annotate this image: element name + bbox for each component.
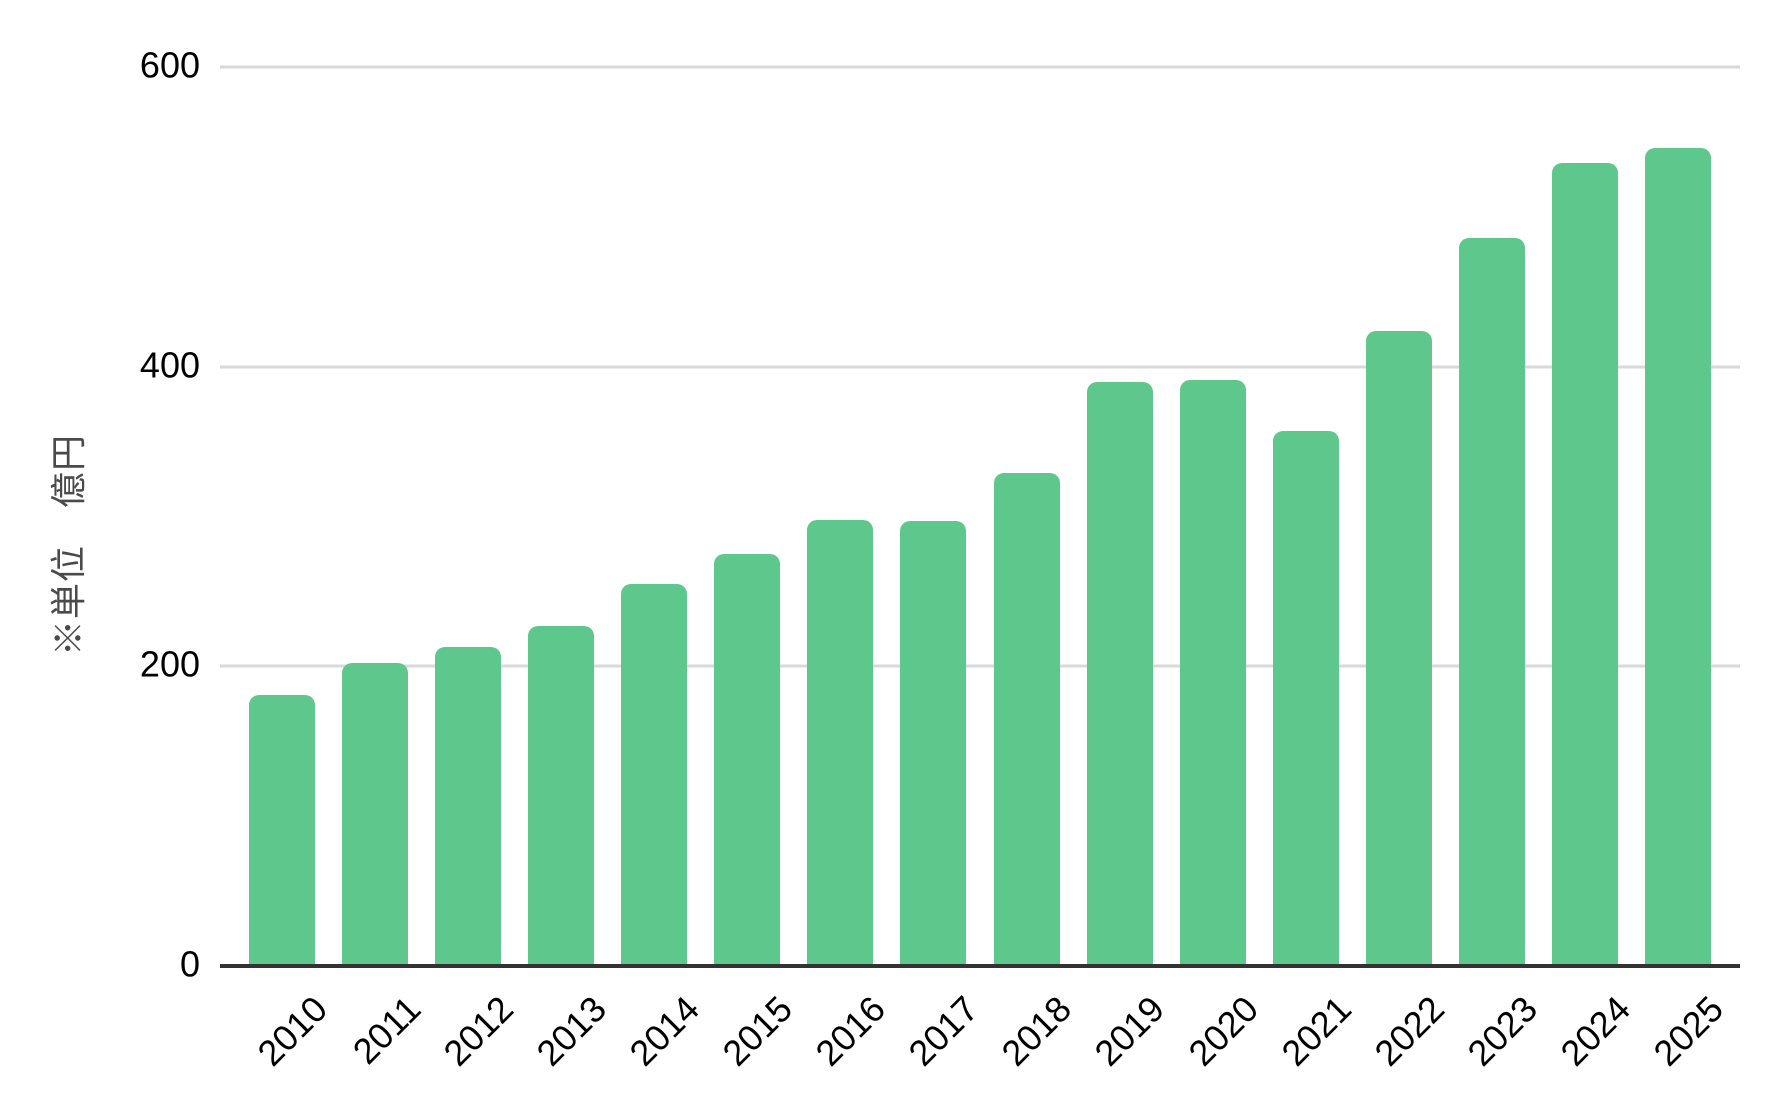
x-slot-2023: 2023: [1459, 966, 1545, 1104]
x-tick-label-2012: 2012: [435, 988, 522, 1074]
x-tick-label-2013: 2013: [528, 988, 615, 1074]
x-slot-2012: 2012: [435, 966, 521, 1104]
x-slot-2021: 2021: [1273, 966, 1359, 1104]
x-tick-label-2022: 2022: [1366, 988, 1452, 1074]
x-slot-2019: 2019: [1087, 966, 1173, 1104]
bar-2017: [900, 521, 967, 966]
gridline-400: [220, 365, 1740, 369]
x-slot-2022: 2022: [1366, 966, 1452, 1104]
x-slot-2014: 2014: [621, 966, 708, 1104]
x-slot-2016: 2016: [807, 966, 894, 1104]
x-slot-2011: 2011: [342, 966, 428, 1104]
gridline-600: [220, 65, 1740, 69]
y-tick-label-400: 400: [139, 343, 200, 385]
x-tick-label-2020: 2020: [1179, 988, 1266, 1074]
x-slot-2018: 2018: [994, 966, 1080, 1104]
bar-2013: [528, 625, 595, 966]
bar-2019: [1086, 381, 1153, 966]
bar-2012: [435, 646, 502, 966]
bar-2021: [1272, 431, 1339, 966]
bar-2015: [714, 553, 781, 966]
x-tick-label-2023: 2023: [1459, 988, 1545, 1074]
x-slot-2010: 2010: [249, 966, 335, 1104]
x-slot-2025: 2025: [1645, 966, 1731, 1104]
bar-2014: [621, 583, 688, 966]
x-tick-label-2010: 2010: [249, 988, 335, 1074]
x-tick-label-2014: 2014: [621, 988, 708, 1074]
x-axis-line: [220, 964, 1740, 968]
x-tick-label-2024: 2024: [1552, 988, 1638, 1074]
bar-2022: [1365, 330, 1432, 966]
x-slot-2017: 2017: [900, 966, 987, 1104]
x-tick-label-2025: 2025: [1645, 988, 1731, 1074]
x-tick-label-2018: 2018: [993, 988, 1080, 1074]
x-slot-2024: 2024: [1552, 966, 1638, 1104]
x-tick-label-2017: 2017: [900, 988, 987, 1074]
y-axis-tick-labels: 600 400 200 0: [0, 44, 200, 984]
plot-area: [220, 65, 1740, 968]
y-tick-label-600: 600: [139, 44, 200, 86]
x-slot-2013: 2013: [528, 966, 615, 1104]
y-tick-label-200: 200: [139, 643, 200, 685]
x-tick-label-2011: 2011: [344, 988, 429, 1072]
x-slot-2015: 2015: [714, 966, 801, 1104]
x-slot-2020: 2020: [1180, 966, 1266, 1104]
bar-2020: [1179, 380, 1246, 966]
x-tick-label-2021: 2021: [1273, 988, 1359, 1074]
bar-2024: [1551, 162, 1618, 966]
x-axis-tick-labels: 2010 2011 2012 2013 2014 2015 2016 2017 2018 2019…: [220, 966, 1740, 1104]
bar-2023: [1458, 237, 1525, 966]
x-tick-label-2016: 2016: [807, 988, 894, 1074]
x-tick-label-2015: 2015: [714, 988, 801, 1074]
x-tick-label-2019: 2019: [1086, 988, 1173, 1074]
gridline-200: [220, 664, 1740, 668]
bar-2011: [342, 663, 409, 966]
bar-series: [220, 67, 1740, 966]
bar-2018: [993, 473, 1060, 966]
bar-2025: [1644, 147, 1711, 966]
bar-2016: [807, 519, 874, 966]
y-tick-label-0: 0: [179, 943, 200, 985]
bar-2010: [249, 694, 315, 966]
